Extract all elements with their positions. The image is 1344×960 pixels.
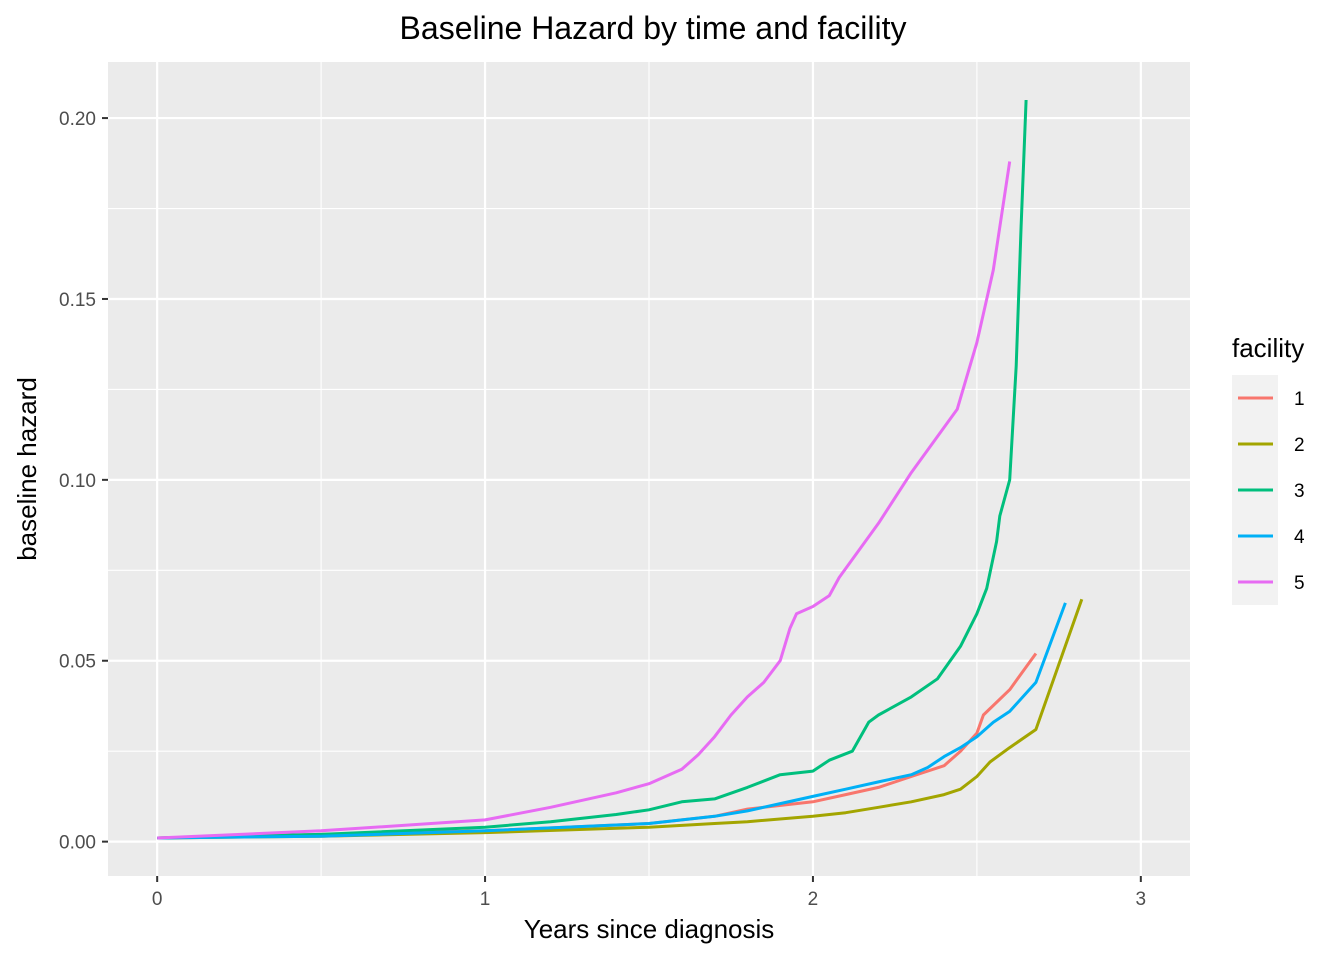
series-line-facility-5 bbox=[157, 161, 1012, 840]
series-line-facility-2 bbox=[157, 598, 1084, 840]
legend: 1 2 3 4 5 bbox=[1232, 375, 1305, 605]
y-tick-label: 0.20 bbox=[59, 109, 96, 130]
x-axis-ticks: 0 1 2 3 bbox=[152, 876, 1146, 910]
x-tick-label: 2 bbox=[808, 889, 819, 910]
minor-gridlines bbox=[108, 62, 1190, 876]
y-tick-label: 0.10 bbox=[59, 471, 96, 492]
major-gridlines bbox=[108, 62, 1190, 876]
series-line-facility-4 bbox=[157, 602, 1067, 840]
legend-label-facility-3: 3 bbox=[1294, 481, 1305, 502]
y-tick-label: 0.05 bbox=[59, 652, 96, 673]
y-axis-title: baseline hazard bbox=[12, 377, 42, 561]
series-lines bbox=[157, 99, 1084, 840]
legend-label-facility-1: 1 bbox=[1294, 389, 1305, 410]
legend-label-facility-4: 4 bbox=[1294, 527, 1305, 548]
y-axis-ticks: 0.00 0.05 0.10 0.15 0.20 bbox=[59, 109, 108, 854]
legend-label-facility-2: 2 bbox=[1294, 435, 1305, 456]
series-line-facility-3 bbox=[157, 99, 1028, 840]
y-tick-label: 0.00 bbox=[59, 833, 96, 854]
legend-label-facility-5: 5 bbox=[1294, 573, 1305, 594]
x-tick-label: 1 bbox=[480, 889, 491, 910]
x-tick-label: 3 bbox=[1136, 889, 1147, 910]
legend-title: facility bbox=[1232, 333, 1304, 363]
x-tick-label: 0 bbox=[152, 889, 163, 910]
x-axis-title: Years since diagnosis bbox=[524, 914, 775, 944]
y-tick-label: 0.15 bbox=[59, 290, 96, 311]
chart-title: Baseline Hazard by time and facility bbox=[400, 10, 907, 46]
